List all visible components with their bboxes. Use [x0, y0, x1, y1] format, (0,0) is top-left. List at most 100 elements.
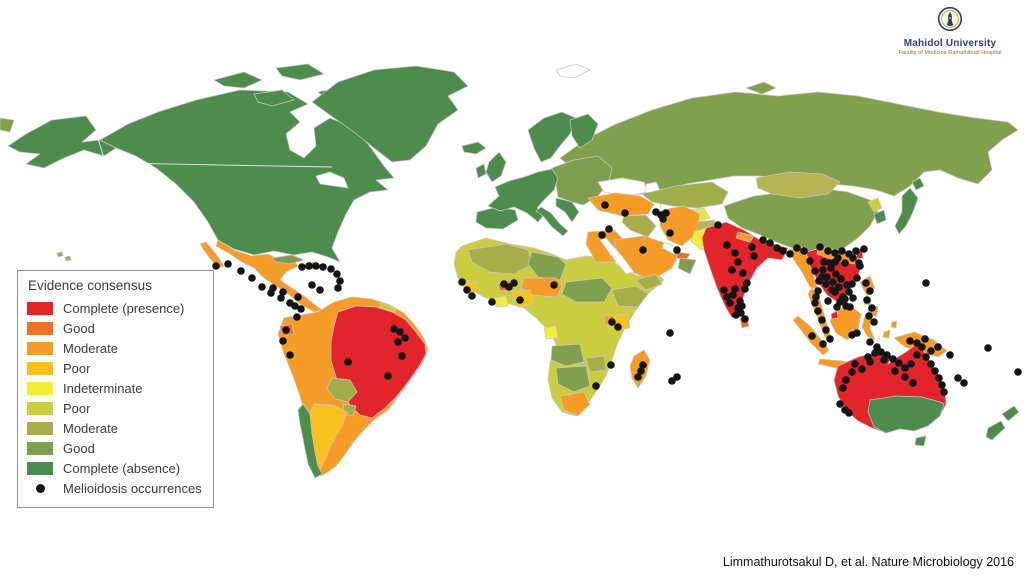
occurrence-dot [954, 374, 962, 382]
occurrence-dot [922, 279, 930, 287]
legend-item: Moderate [27, 418, 202, 438]
occurrence-dot [277, 294, 285, 302]
occurrence-dot [305, 262, 313, 270]
occurrence-dot [319, 263, 327, 271]
region-great-lakes [315, 171, 349, 189]
occurrence-dot [826, 335, 834, 343]
university-logo: Mahidol University Faculty of Medicine R… [886, 6, 1014, 56]
occurrence-dot [843, 281, 851, 289]
occurrence-dot [938, 381, 946, 389]
occurrence-dot [282, 326, 290, 334]
legend-item-label: Good [63, 320, 95, 336]
occurrence-dot [806, 257, 814, 265]
occurrence-dot [731, 249, 739, 257]
region-new-zealand-north [1001, 405, 1020, 422]
occurrence-dot [909, 379, 917, 387]
occurrence-dot [918, 343, 926, 351]
occurrence-dot [731, 285, 739, 293]
legend-item-label: Indeterminate [63, 380, 143, 396]
occurrence-dot [839, 384, 847, 392]
occurrence-dot [866, 358, 874, 366]
region-iceland [461, 141, 487, 155]
occurrence-dots [212, 201, 1022, 417]
occurrence-dot [269, 284, 277, 292]
occurrence-dot [822, 326, 830, 334]
occurrence-dot [811, 299, 819, 307]
occurrence-dot [779, 247, 787, 255]
occurrence-dot [891, 367, 899, 375]
occurrence-dot [831, 258, 839, 266]
region-ghana [493, 295, 509, 308]
region-north-america [99, 89, 395, 263]
legend-item: Poor [27, 398, 202, 418]
occurrence-dot [946, 351, 954, 359]
occurrence-dot [836, 400, 844, 408]
occurrence-dot [336, 277, 344, 285]
occurrence-dot [819, 266, 827, 274]
legend-swatch [27, 441, 53, 455]
occurrence-dot [327, 265, 335, 273]
legend-item: Good [27, 318, 202, 338]
region-yemen [635, 273, 663, 291]
occurrence-dot [298, 263, 306, 271]
legend-item-label: Poor [63, 360, 91, 376]
region-nepal [735, 231, 755, 243]
region-bolivia [326, 377, 358, 403]
occurrence-dot [858, 365, 866, 373]
region-arctic-island-3 [253, 89, 295, 107]
occurrence-dot [726, 299, 734, 307]
occurrence-dot [848, 368, 856, 376]
occurrence-dot [818, 273, 826, 281]
occurrence-dot [344, 358, 352, 366]
occurrence-dot [673, 246, 681, 254]
occurrence-dot [248, 274, 256, 282]
occurrence-dot [827, 264, 835, 272]
occurrence-dot [870, 318, 878, 326]
region-red-sea [599, 237, 635, 275]
occurrence-dot [862, 279, 870, 287]
occurrence-dot [880, 356, 888, 364]
legend-item-occurrences: Melioidosis occurrences [27, 478, 202, 498]
occurrence-dot [308, 281, 316, 289]
occurrence-dot [748, 243, 756, 251]
occurrence-dot [297, 305, 305, 313]
occurrence-dot [394, 338, 402, 346]
occurrence-dot [901, 364, 909, 372]
occurrence-dot [258, 283, 266, 291]
occurrence-dot [814, 307, 822, 315]
occurrence-dot [831, 249, 839, 257]
occurrence-dot [384, 372, 392, 380]
legend: Evidence consensus Complete (presence) Go… [17, 270, 214, 508]
occurrence-dot [468, 292, 476, 300]
occurrence-dot [940, 388, 948, 396]
occurrence-dot [601, 201, 609, 209]
occurrence-dot [851, 360, 859, 368]
legend-item-label: Melioidosis occurrences [63, 480, 202, 496]
occurrence-dot [849, 254, 857, 262]
region-moluccas-1 [882, 329, 891, 339]
alaska-border [95, 131, 105, 159]
legend-item: Good [27, 438, 202, 458]
occurrence-dot [822, 280, 830, 288]
legend-item-label: Moderate [63, 340, 118, 356]
university-emblem-icon [937, 6, 963, 32]
occurrence-dot [841, 259, 849, 267]
occurrence-dot [739, 269, 747, 277]
occurrence-dot [488, 298, 496, 306]
legend-item-label: Moderate [63, 420, 118, 436]
region-north-korea [867, 197, 883, 213]
occurrence-dot [773, 244, 781, 252]
occurrence-dot [714, 221, 722, 229]
occurrence-dot [935, 374, 943, 382]
occurrence-dot [848, 331, 856, 339]
occurrence-dot [743, 279, 751, 287]
region-gabon [543, 325, 559, 340]
region-namibia-botswana [555, 365, 591, 393]
occurrence-dot [824, 297, 832, 305]
occurrence-dot [877, 348, 885, 356]
region-scandinavia [527, 111, 577, 163]
region-sudan [561, 277, 613, 303]
occurrence-dot [759, 236, 767, 244]
occurrence-dot [516, 296, 524, 304]
region-angola [550, 343, 585, 367]
